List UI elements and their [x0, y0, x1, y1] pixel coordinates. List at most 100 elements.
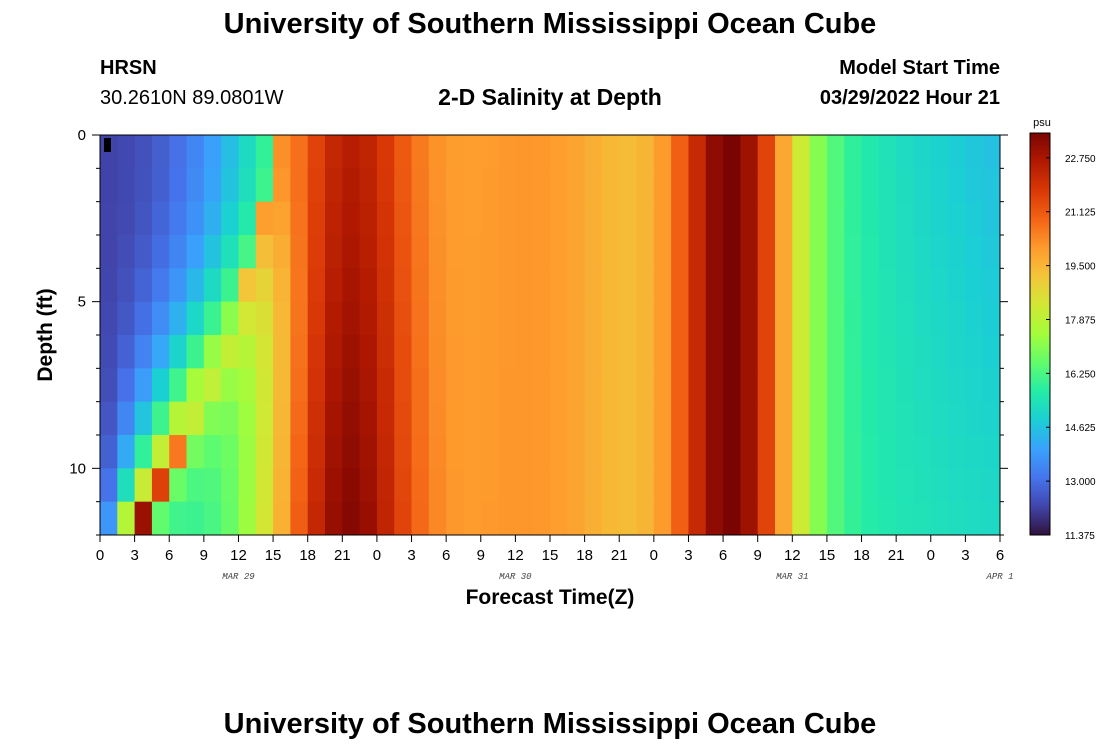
- heatmap-cell: [532, 435, 551, 469]
- heatmap-cell: [463, 135, 482, 169]
- heatmap-cell: [463, 201, 482, 236]
- heatmap-cell: [307, 501, 326, 536]
- heatmap-cell: [238, 468, 257, 503]
- heatmap-cell: [567, 335, 586, 369]
- heatmap-cell: [273, 135, 291, 169]
- heatmap-cell: [896, 368, 914, 403]
- heatmap-cell: [757, 501, 776, 536]
- heatmap-cell: [394, 501, 412, 536]
- heatmap-cell: [428, 468, 447, 503]
- x-tick-label: 21: [888, 547, 905, 564]
- heatmap-cell: [238, 401, 257, 436]
- heatmap-cell: [584, 401, 603, 436]
- heatmap-cell: [584, 135, 603, 169]
- heatmap-cell: [567, 268, 586, 303]
- heatmap-cell: [273, 168, 291, 203]
- heatmap-cell: [792, 268, 811, 303]
- heatmap-cell: [723, 435, 741, 469]
- heatmap-cell: [169, 435, 187, 469]
- heatmap-cell: [221, 501, 239, 536]
- heatmap-cell: [809, 301, 828, 336]
- heatmap-cell: [688, 168, 707, 203]
- heatmap-cell: [532, 401, 551, 436]
- heatmap-cell: [826, 335, 845, 369]
- heatmap-cell: [619, 368, 637, 403]
- heatmap-cell: [480, 435, 499, 469]
- heatmap-cell: [688, 235, 707, 269]
- heatmap-cell: [169, 168, 187, 203]
- heatmap-cell: [601, 468, 620, 503]
- heatmap-cell: [255, 168, 274, 203]
- heatmap-cell: [273, 368, 291, 403]
- heatmap-cell: [186, 468, 205, 503]
- heatmap-cell: [532, 201, 551, 236]
- heatmap-cell: [325, 468, 343, 503]
- heatmap-cell: [844, 368, 862, 403]
- heatmap-cell: [411, 168, 430, 203]
- heatmap-cell: [480, 168, 499, 203]
- heatmap-cell: [446, 235, 464, 269]
- heatmap-cell: [290, 468, 309, 503]
- heatmap-cell: [671, 501, 689, 536]
- heatmap-cell: [515, 468, 534, 503]
- heatmap-cell: [342, 168, 361, 203]
- heatmap-cell: [705, 201, 724, 236]
- heatmap-cell: [723, 268, 741, 303]
- heatmap-cell: [809, 468, 828, 503]
- heatmap-cell: [376, 268, 395, 303]
- heatmap-cell: [861, 301, 880, 336]
- heatmap-cell: [117, 135, 136, 169]
- heatmap-cell: [290, 268, 309, 303]
- heatmap-cell: [636, 235, 655, 269]
- heatmap-cell: [463, 501, 482, 536]
- heatmap-cell: [151, 501, 170, 536]
- heatmap-cell: [740, 468, 759, 503]
- heatmap-cell: [376, 401, 395, 436]
- heatmap-cell: [411, 135, 430, 169]
- heatmap-cell: [775, 435, 793, 469]
- x-tick-label: 6: [165, 547, 173, 564]
- heatmap-cell: [688, 201, 707, 236]
- heatmap-cell: [792, 235, 811, 269]
- heatmap-cell: [376, 435, 395, 469]
- heatmap-cell: [394, 335, 412, 369]
- x-tick-label: 12: [784, 547, 801, 564]
- heatmap-cell: [480, 201, 499, 236]
- heatmap-cell: [532, 501, 551, 536]
- date-label: MAR 29: [222, 572, 255, 582]
- heatmap-cell: [671, 135, 689, 169]
- heatmap-cell: [601, 501, 620, 536]
- heatmap-cell: [826, 401, 845, 436]
- heatmap-cell: [896, 168, 914, 203]
- heatmap-cell: [480, 368, 499, 403]
- heatmap-cell: [428, 201, 447, 236]
- heatmap-cell: [342, 201, 361, 236]
- heatmap-cell: [619, 401, 637, 436]
- heatmap-cell: [238, 335, 257, 369]
- heatmap-cell: [844, 301, 862, 336]
- heatmap-cell: [826, 135, 845, 169]
- heatmap-cell: [844, 201, 862, 236]
- heatmap-cell: [723, 401, 741, 436]
- heatmap-cell: [117, 435, 136, 469]
- heatmap-cell: [290, 401, 309, 436]
- heatmap-cell: [982, 401, 1001, 436]
- surface-marker: [104, 138, 111, 152]
- heatmap-cell: [775, 368, 793, 403]
- heatmap-cell: [221, 401, 239, 436]
- heatmap-cell: [826, 201, 845, 236]
- heatmap-cell: [740, 268, 759, 303]
- heatmap-cell: [532, 135, 551, 169]
- heatmap-cell: [792, 468, 811, 503]
- heatmap-cell: [515, 268, 534, 303]
- heatmap-cell: [740, 401, 759, 436]
- heatmap-cell: [325, 135, 343, 169]
- heatmap-cell: [203, 135, 222, 169]
- heatmap-cell: [463, 301, 482, 336]
- heatmap-cell: [550, 235, 568, 269]
- heatmap-cell: [982, 368, 1001, 403]
- heatmap-cell: [273, 301, 291, 336]
- heatmap-cell: [515, 501, 534, 536]
- heatmap-cell: [619, 435, 637, 469]
- heatmap-cell: [948, 268, 966, 303]
